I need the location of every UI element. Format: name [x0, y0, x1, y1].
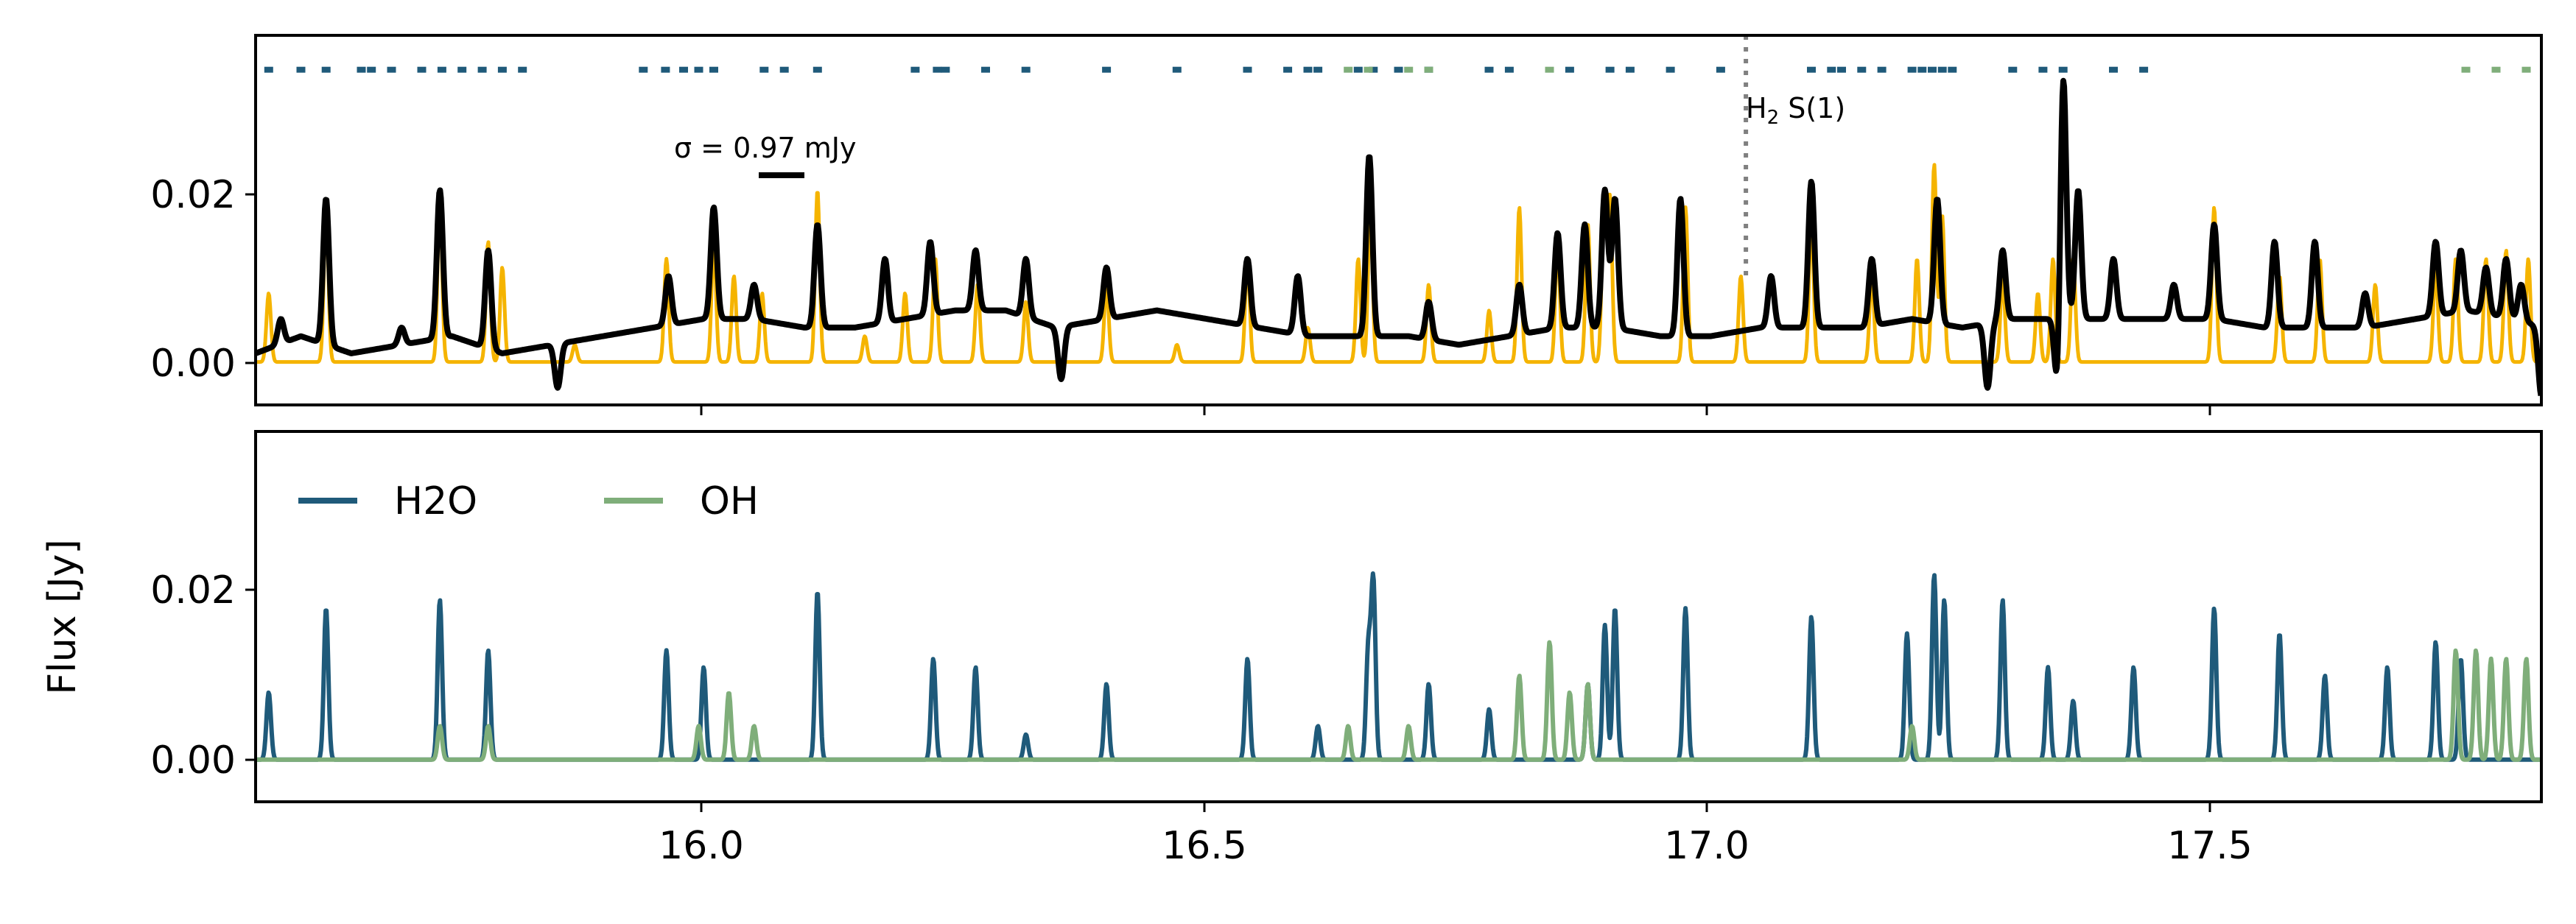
xtick-label-16.5: 16.5 [1162, 824, 1247, 868]
top-y-axis: 0.02 0.00 [150, 173, 256, 386]
legend: H2O OH [298, 479, 759, 523]
bottom-panel: 0.02 0.00 Flux [Jy] 16.0 16.5 17.0 17.5 … [41, 430, 2543, 868]
data-spectrum-line [256, 77, 2541, 396]
bottom-plot-area [256, 571, 2541, 762]
xtick-label-17.0: 17.0 [1664, 824, 1749, 868]
h2-s1-label: H2 S(1) [1746, 92, 1845, 129]
top-ytick-label-0.02: 0.02 [150, 173, 236, 217]
model-spectrum-line [256, 163, 2541, 364]
top-plot-area [256, 77, 2541, 396]
sigma-annotation: σ = 0.97 mJy [674, 132, 856, 178]
top-ytick-label-0.00: 0.00 [150, 342, 236, 386]
bottom-axes-frame [254, 430, 2543, 803]
legend-label-oh: OH [700, 479, 759, 523]
xtick-label-16.0: 16.0 [659, 824, 744, 868]
top-axes-frame [254, 34, 2543, 406]
h2-s1-annotation: H2 S(1) [1746, 92, 1845, 129]
bottom-y-axis: 0.02 0.00 Flux [Jy] [41, 539, 256, 783]
top-panel: σ = 0.97 mJy H2 S(1) 0.02 0.00 [150, 34, 2543, 415]
xtick-label-17.5: 17.5 [2167, 824, 2253, 868]
oh-model-line [256, 640, 2541, 762]
bottom-ytick-label-0.02: 0.02 [150, 568, 236, 613]
y-axis-title: Flux [Jy] [41, 539, 85, 694]
bottom-ytick-label-0.00: 0.00 [150, 738, 236, 783]
sigma-label: σ = 0.97 mJy [674, 132, 856, 164]
bottom-x-axis: 16.0 16.5 17.0 17.5 [659, 802, 2253, 868]
legend-label-h2o: H2O [394, 479, 477, 523]
top-x-axis [700, 405, 2211, 415]
